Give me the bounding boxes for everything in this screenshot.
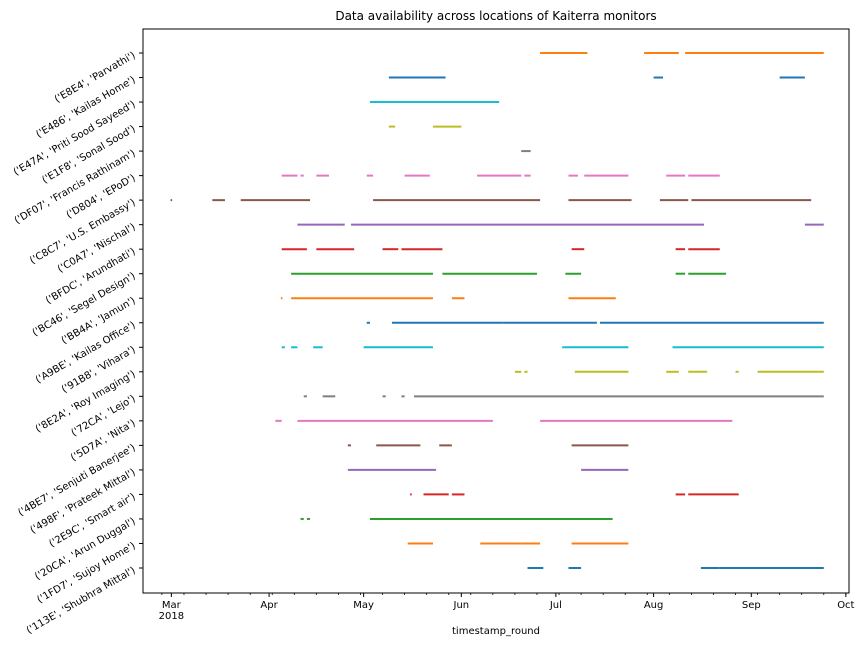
chart-title: Data availability across locations of Ka… bbox=[335, 9, 656, 23]
x-tick-label: Jul bbox=[549, 600, 562, 611]
plot-frame bbox=[142, 28, 850, 594]
x-tick-label: Apr bbox=[260, 600, 278, 611]
y-axis: ('113E', 'Shubhra Mittal')('1FD7', 'Sujo… bbox=[12, 50, 143, 637]
x-tick-label: Aug bbox=[644, 600, 664, 611]
series-layer bbox=[170, 52, 824, 569]
x-tick-label: Mar bbox=[162, 600, 182, 611]
x-tick-label: Jun bbox=[453, 600, 470, 611]
x-tick-label: Sep bbox=[742, 600, 761, 611]
x-axis-label: timestamp_round bbox=[452, 626, 540, 637]
x-tick-sublabel: 2018 bbox=[159, 611, 184, 622]
x-tick-label: Oct bbox=[837, 600, 854, 611]
x-tick-label: May bbox=[353, 600, 374, 611]
